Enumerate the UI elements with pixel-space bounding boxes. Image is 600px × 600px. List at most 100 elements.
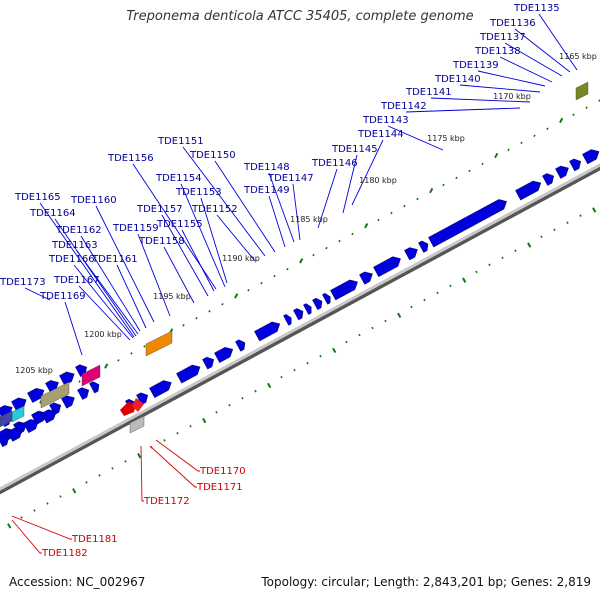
forward-gene[interactable] <box>312 297 323 311</box>
forward-gene-label[interactable]: TDE1148 <box>243 162 290 173</box>
reverse-gene-label[interactable]: TDE1182 <box>41 548 88 559</box>
forward-leader-line <box>132 163 217 290</box>
forward-gene-label[interactable]: TDE1154 <box>155 173 202 184</box>
forward-gene-label[interactable]: TDE1141 <box>405 87 452 98</box>
forward-gene-label[interactable]: TDE1143 <box>362 115 409 126</box>
forward-gene-label[interactable]: TDE1149 <box>243 185 290 196</box>
reverse-gene-label[interactable]: TDE1170 <box>199 466 246 477</box>
forward-leader-line <box>387 125 444 151</box>
reverse-gene[interactable] <box>120 402 136 416</box>
forward-gene[interactable] <box>23 419 39 434</box>
forward-gene-label[interactable]: TDE1163 <box>51 240 98 251</box>
forward-gene-label[interactable]: TDE1164 <box>29 208 76 219</box>
forward-gene-label[interactable]: TDE1173 <box>0 277 46 288</box>
forward-gene[interactable] <box>569 158 582 172</box>
forward-gene[interactable] <box>515 180 542 201</box>
forward-gene-label[interactable]: TDE1138 <box>474 46 521 57</box>
forward-leader-line <box>214 160 276 253</box>
tick-mark <box>215 410 218 414</box>
highlight-gene-green[interactable] <box>575 81 589 101</box>
forward-gene[interactable] <box>418 240 429 253</box>
forward-gene[interactable] <box>322 293 331 305</box>
forward-gene[interactable] <box>61 395 75 409</box>
forward-gene-label[interactable]: TDE1153 <box>175 187 222 198</box>
forward-gene-label[interactable]: TDE1146 <box>311 158 358 169</box>
forward-gene-label[interactable]: TDE1136 <box>489 18 536 29</box>
tick-mark <box>260 281 263 285</box>
forward-gene[interactable] <box>428 199 507 248</box>
forward-gene[interactable] <box>214 347 234 363</box>
tick-mark <box>338 239 341 243</box>
tick-mark <box>182 324 185 327</box>
forward-gene-label[interactable]: TDE1150 <box>189 150 236 161</box>
highlight-gene-olive[interactable] <box>40 381 70 409</box>
tick-mark <box>436 291 439 295</box>
forward-gene[interactable] <box>41 409 57 424</box>
forward-gene-label[interactable]: TDE1135 <box>513 3 560 14</box>
forward-gene[interactable] <box>77 387 90 400</box>
forward-leader-line <box>268 172 295 243</box>
forward-gene[interactable] <box>254 321 281 342</box>
forward-gene-label[interactable]: TDE1152 <box>191 204 238 215</box>
forward-gene-label[interactable]: TDE1169 <box>39 291 86 302</box>
highlight-gene-magenta[interactable] <box>81 364 101 387</box>
forward-gene[interactable] <box>582 149 600 165</box>
tick-mark <box>202 417 207 424</box>
forward-gene[interactable] <box>303 303 312 315</box>
forward-gene[interactable] <box>359 271 373 285</box>
tick-mark <box>494 152 499 159</box>
forward-gene[interactable] <box>555 165 569 179</box>
highlight-gene-indigo[interactable] <box>0 410 13 428</box>
forward-gene-label[interactable]: TDE1139 <box>452 60 499 71</box>
scale-label: 1190 kbp <box>222 254 260 263</box>
forward-gene-label[interactable]: TDE1140 <box>434 74 481 85</box>
reverse-gene-label[interactable]: TDE1171 <box>196 482 243 493</box>
forward-gene[interactable] <box>0 434 10 448</box>
forward-gene-label[interactable]: TDE1165 <box>14 192 61 203</box>
forward-leader-line <box>182 146 266 257</box>
forward-leader-line <box>459 84 541 93</box>
tick-mark <box>319 354 322 358</box>
forward-leader-line <box>216 214 256 262</box>
forward-gene-label[interactable]: TDE1157 <box>136 204 183 215</box>
forward-gene[interactable] <box>7 427 23 442</box>
forward-gene[interactable] <box>176 364 201 384</box>
forward-gene[interactable] <box>293 308 304 321</box>
forward-gene-label[interactable]: TDE1167 <box>53 275 100 286</box>
forward-gene[interactable] <box>542 173 555 186</box>
tick-mark <box>468 169 471 173</box>
forward-leader-line <box>64 301 83 356</box>
tick-mark <box>364 223 369 229</box>
forward-gene[interactable] <box>283 314 292 326</box>
forward-gene[interactable] <box>235 339 246 352</box>
forward-gene-label[interactable]: TDE1156 <box>107 153 154 164</box>
forward-gene[interactable] <box>330 279 358 301</box>
reverse-gene-label[interactable]: TDE1181 <box>71 534 118 545</box>
reverse-gene-grey[interactable] <box>129 415 145 434</box>
forward-gene-label[interactable]: TDE1166 <box>48 254 95 265</box>
forward-gene-label[interactable]: TDE1145 <box>331 144 378 155</box>
forward-gene-label[interactable]: TDE1161 <box>91 254 138 265</box>
forward-gene-label[interactable]: TDE1147 <box>267 173 314 184</box>
forward-gene-label[interactable]: TDE1162 <box>55 225 102 236</box>
forward-gene[interactable] <box>202 356 215 370</box>
forward-gene-label[interactable]: TDE1159 <box>112 223 159 234</box>
forward-gene[interactable] <box>404 247 418 261</box>
forward-gene-label[interactable]: TDE1155 <box>156 219 203 230</box>
forward-gene-label[interactable]: TDE1142 <box>380 101 427 112</box>
forward-gene[interactable] <box>27 387 45 403</box>
highlight-gene-orange[interactable] <box>145 330 173 357</box>
forward-gene-label[interactable]: TDE1160 <box>70 195 117 206</box>
forward-gene[interactable] <box>373 256 401 278</box>
forward-gene-label[interactable]: TDE1151 <box>157 136 204 147</box>
reverse-gene[interactable] <box>132 398 144 412</box>
forward-gene-label[interactable]: TDE1144 <box>357 129 404 140</box>
forward-gene[interactable] <box>89 381 100 394</box>
forward-gene[interactable] <box>149 380 172 399</box>
tick-mark <box>449 284 452 288</box>
forward-gene-label[interactable]: TDE1158 <box>138 236 185 247</box>
forward-leader-line <box>514 28 571 73</box>
forward-gene[interactable] <box>59 371 75 386</box>
forward-gene-label[interactable]: TDE1137 <box>479 32 526 43</box>
reverse-gene-label[interactable]: TDE1172 <box>143 496 190 507</box>
